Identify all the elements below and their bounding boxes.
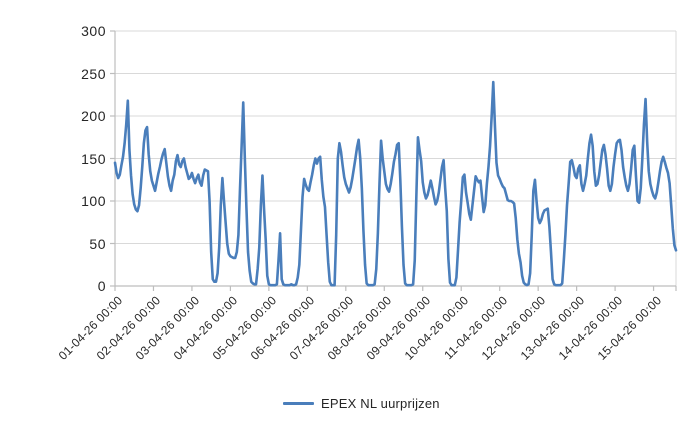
- y-axis-tick-label: 0: [97, 278, 106, 294]
- legend-line-marker: [283, 402, 314, 405]
- y-axis-tick-label: 100: [81, 193, 106, 209]
- y-axis-tick-label: 50: [89, 235, 106, 252]
- legend-label: EPEX NL uurprijzen: [321, 396, 440, 411]
- y-axis-tick-label: 200: [81, 108, 106, 124]
- y-axis-tick-label: 150: [81, 150, 106, 167]
- legend: EPEX NL uurprijzen: [283, 395, 440, 412]
- y-axis-tick-label: 300: [81, 23, 106, 39]
- y-axis-tick-label: 250: [81, 65, 106, 82]
- price-line-series: [113, 80, 678, 287]
